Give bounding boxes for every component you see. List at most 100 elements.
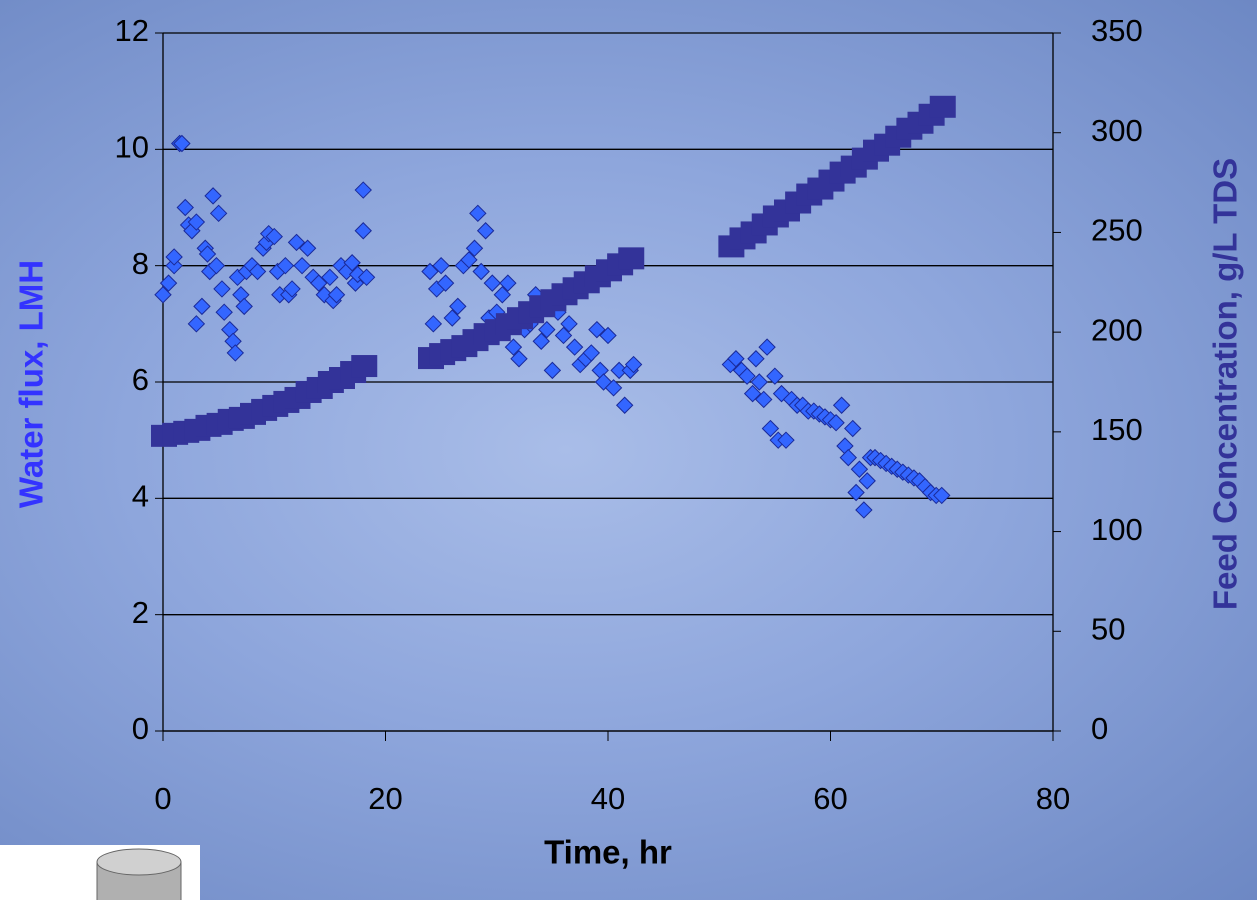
water-flux-point [276,256,295,275]
water-flux-point [154,286,172,304]
y2-tick-label: 300 [1091,113,1143,148]
water-flux-point [493,286,512,304]
y2-axis-title: Feed Concentration, g/L TDS [1207,158,1244,610]
y2-tick-label: 50 [1091,611,1125,646]
water-flux-point [187,213,206,231]
cylinder-icon [96,848,182,900]
y-tick-label: 12 [115,13,149,48]
water-flux-point [761,419,780,438]
water-flux-point [469,204,487,223]
y-tick-label: 2 [132,595,149,630]
y-axis-title: Water flux, LMH [13,260,50,508]
water-flux-point [472,262,490,281]
y2-tick-label: 150 [1091,412,1143,447]
water-flux-point [855,501,873,519]
y-tick-label: 0 [132,711,149,746]
water-flux-point [354,222,372,240]
water-flux-point [499,274,517,292]
water-flux-point [315,286,334,304]
water-flux-point [343,254,361,272]
water-flux-point [436,274,455,292]
water-flux-point [543,361,562,380]
water-flux-point [357,268,376,287]
water-flux-point [850,460,869,478]
water-flux-point [283,280,301,298]
water-flux-point [483,274,502,292]
water-flux-point [327,286,346,304]
water-flux-point [827,414,845,432]
water-flux-point [298,239,317,257]
water-flux-point [582,344,601,362]
x-tick-label: 60 [813,781,847,816]
y2-tick-label: 350 [1091,13,1143,48]
water-flux-point [538,320,556,339]
water-flux-point [321,268,339,287]
water-flux-point [510,350,528,368]
water-flux-point [755,390,773,409]
water-flux-point [844,419,862,438]
water-flux-point [476,222,495,240]
water-flux-point [858,472,876,490]
water-flux-point [165,256,183,275]
water-flux-point [777,431,795,449]
feed-concentration-point [351,355,378,378]
water-flux-point [449,297,467,316]
feed-concentration-point [929,95,956,118]
water-flux-point [560,315,578,333]
water-flux-point [615,396,634,414]
x-tick-label: 80 [1036,781,1070,816]
y2-tick-label: 250 [1091,213,1143,248]
x-tick-label: 20 [368,781,402,816]
water-flux-point [832,396,851,414]
water-flux-point [265,227,283,246]
water-flux-point [354,181,372,199]
water-flux-point [766,367,784,385]
water-flux-point [624,355,643,374]
water-flux-point [738,367,756,385]
water-flux-point [421,262,439,281]
water-flux-point [215,303,233,321]
water-flux-point [287,233,306,252]
water-flux-point [207,256,226,275]
water-flux-point [204,187,222,205]
y2-tick-label: 0 [1091,711,1108,746]
water-flux-point [727,350,745,368]
water-flux-point [424,315,443,333]
y2-tick-label: 200 [1091,312,1143,347]
water-flux-point [604,379,623,397]
y-tick-label: 8 [132,246,149,281]
y-tick-label: 4 [132,479,149,514]
water-flux-point [504,338,523,356]
water-flux-point [176,198,194,217]
water-flux-point [743,384,762,403]
feed-concentration-point [618,247,645,270]
water-flux-point [165,248,183,266]
water-flux-point [933,486,951,505]
water-flux-point [847,483,865,502]
water-flux-point [588,320,606,339]
water-flux-point [443,309,461,327]
y-tick-label: 6 [132,362,149,397]
water-flux-point [532,332,550,350]
water-flux-point [198,245,217,263]
x-tick-label: 0 [154,781,171,816]
water-flux-point [193,297,211,316]
water-flux-point [348,265,367,284]
x-axis-title: Time, hr [544,834,672,871]
water-flux-point [226,344,245,362]
water-flux-point [248,262,267,281]
water-flux-point [554,326,573,345]
water-flux-point [213,280,231,298]
water-flux-point [187,315,206,333]
water-flux-point [565,338,584,356]
water-flux-point [460,251,478,269]
water-flux-point [235,297,253,316]
water-flux-point [310,274,328,292]
water-flux-point [758,338,776,356]
water-flux-point [293,256,311,275]
water-flux-point [173,134,191,153]
y2-tick-label: 100 [1091,512,1143,547]
